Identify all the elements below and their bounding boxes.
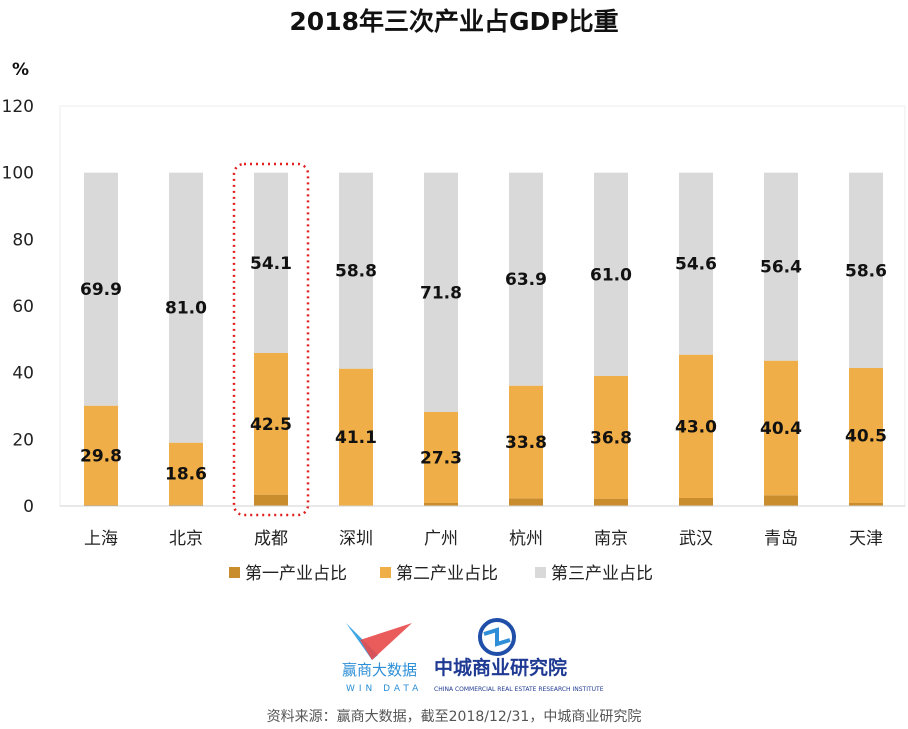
y-tick-label: 20 xyxy=(12,430,34,450)
data-label: 18.6 xyxy=(165,465,207,485)
bar-segment-3 xyxy=(764,172,798,361)
bar-segment-3 xyxy=(254,172,288,353)
bar-segment-3 xyxy=(849,172,883,368)
legend-swatch xyxy=(229,567,240,578)
x-tick-label: 天津 xyxy=(849,529,883,549)
y-tick-label: 100 xyxy=(2,164,34,184)
bar-segment-2 xyxy=(169,442,203,505)
bar-segment-1 xyxy=(679,498,713,506)
y-tick-label: 40 xyxy=(12,364,34,384)
bar-segment-3 xyxy=(169,172,203,443)
legend-swatch xyxy=(535,567,546,578)
bar-segment-3 xyxy=(339,172,373,369)
bar-segment-1 xyxy=(424,503,458,506)
ccr-logo-text: 中城商业研究院 xyxy=(434,657,568,679)
y-tick-label: 0 xyxy=(23,497,34,517)
windata-logo-en: WIN DATA xyxy=(346,684,423,694)
highlight-box xyxy=(232,162,310,517)
bar-segment-2 xyxy=(424,412,458,503)
y-tick-label: 80 xyxy=(12,230,34,250)
ccr-logo-icon xyxy=(478,618,516,656)
y-tick-label: 120 xyxy=(2,97,34,117)
bar-segment-1 xyxy=(849,503,883,506)
bar-segment-2 xyxy=(594,376,628,499)
data-label: 69.9 xyxy=(80,280,122,300)
bar-segment-2 xyxy=(849,368,883,503)
y-axis-unit: % xyxy=(12,60,30,80)
bar-segment-3 xyxy=(84,172,118,406)
x-tick-label: 北京 xyxy=(169,529,203,549)
y-tick-label: 60 xyxy=(12,297,34,317)
x-tick-label: 深圳 xyxy=(339,529,373,549)
data-label: 41.1 xyxy=(335,428,377,448)
data-label: 63.9 xyxy=(505,270,547,290)
bar-segment-1 xyxy=(169,504,203,506)
data-label: 58.8 xyxy=(335,262,377,282)
x-tick-label: 上海 xyxy=(84,529,118,549)
chart-title: 2018年三次产业占GDP比重 xyxy=(289,7,619,36)
bar-segment-2 xyxy=(254,353,288,495)
data-label: 43.0 xyxy=(675,417,717,437)
x-tick-label: 广州 xyxy=(424,529,458,549)
bar-segment-3 xyxy=(509,172,543,386)
data-label: 27.3 xyxy=(420,449,462,469)
bar-segment-1 xyxy=(594,498,628,506)
bar-segment-3 xyxy=(594,172,628,376)
data-label: 71.8 xyxy=(420,283,462,303)
bar-segment-2 xyxy=(679,354,713,498)
data-label: 42.5 xyxy=(250,415,292,435)
data-label: 54.1 xyxy=(250,254,292,274)
ccr-logo-en: CHINA COMMERCIAL REAL ESTATE RESEARCH IN… xyxy=(434,686,604,693)
data-label: 40.5 xyxy=(845,427,887,447)
data-label: 61.0 xyxy=(590,265,632,285)
legend-label: 第一产业占比 xyxy=(245,564,347,584)
data-label: 33.8 xyxy=(505,433,547,453)
bar-segment-1 xyxy=(764,495,798,506)
bar-segment-2 xyxy=(764,360,798,496)
x-tick-label: 杭州 xyxy=(509,529,543,549)
source-note: 资料来源：赢商大数据，截至2018/12/31，中城商业研究院 xyxy=(266,709,642,725)
bar-segment-1 xyxy=(509,498,543,506)
data-label: 56.4 xyxy=(760,258,802,278)
data-label: 81.0 xyxy=(165,299,207,319)
bar-segment-2 xyxy=(84,405,118,505)
data-label: 40.4 xyxy=(760,419,802,439)
bar-segment-3 xyxy=(679,172,713,355)
data-label: 36.8 xyxy=(590,428,632,448)
legend-label: 第二产业占比 xyxy=(396,564,498,584)
legend-label: 第三产业占比 xyxy=(551,564,653,584)
x-tick-label: 南京 xyxy=(594,529,628,549)
data-label: 54.6 xyxy=(675,255,717,275)
x-tick-label: 成都 xyxy=(254,529,288,549)
data-label: 58.6 xyxy=(845,261,887,281)
bar-segment-2 xyxy=(339,368,373,506)
ccr-logo-icon-inner xyxy=(483,627,511,647)
bar-segment-3 xyxy=(424,172,458,412)
bar-segment-1 xyxy=(254,494,288,506)
x-tick-label: 武汉 xyxy=(679,529,713,549)
windata-logo-icon-red xyxy=(360,623,412,660)
windata-logo-text: 赢商大数据 xyxy=(342,661,418,679)
data-label: 29.8 xyxy=(80,446,122,466)
legend-swatch xyxy=(380,567,391,578)
x-tick-label: 青岛 xyxy=(764,529,798,549)
bar-segment-2 xyxy=(509,385,543,499)
